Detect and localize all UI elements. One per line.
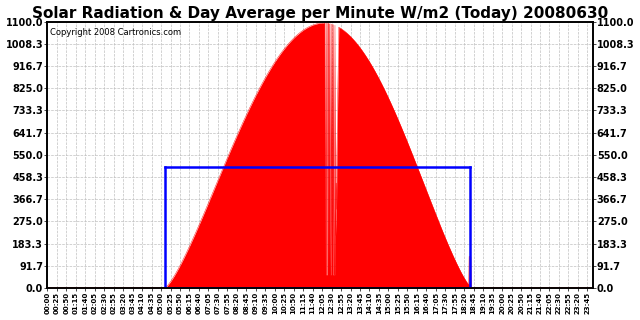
- Text: Copyright 2008 Cartronics.com: Copyright 2008 Cartronics.com: [50, 28, 181, 37]
- Title: Solar Radiation & Day Average per Minute W/m2 (Today) 20080630: Solar Radiation & Day Average per Minute…: [32, 5, 608, 20]
